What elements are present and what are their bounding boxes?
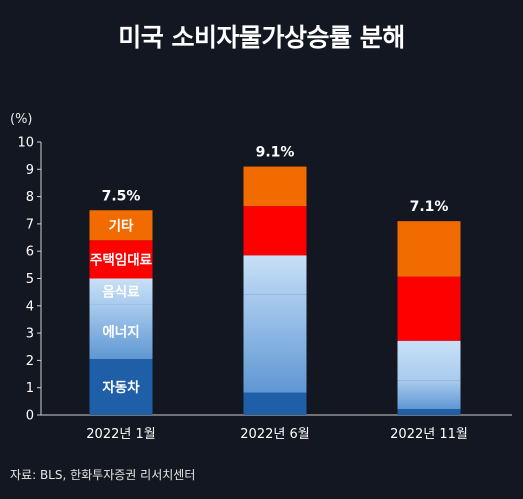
series-label: 기타 bbox=[109, 218, 134, 234]
series-label: 에너지 bbox=[102, 325, 139, 341]
bar-segment-3 bbox=[89, 278, 153, 305]
y-axis-unit-label: (%) bbox=[10, 112, 33, 127]
bar-segment-5 bbox=[243, 166, 307, 207]
bar-segment-3 bbox=[397, 340, 461, 381]
total-label: 9.1% bbox=[256, 145, 295, 161]
y-tick-label: 2 bbox=[26, 354, 34, 369]
bar-segment-1 bbox=[89, 359, 153, 415]
y-tick-label: 6 bbox=[26, 245, 34, 260]
bar-segment-5 bbox=[397, 221, 461, 277]
bar-segment-2 bbox=[243, 294, 307, 393]
y-tick-label: 5 bbox=[26, 272, 34, 287]
y-tick-label: 1 bbox=[26, 381, 34, 396]
bar-segment-3 bbox=[243, 255, 307, 295]
bar-segment-4 bbox=[89, 240, 153, 279]
series-label: 자동차 bbox=[102, 380, 140, 396]
x-category-label: 2022년 6월 bbox=[240, 427, 309, 442]
bar-segment-2 bbox=[89, 304, 153, 360]
y-tick-label: 8 bbox=[26, 190, 34, 205]
bar-segment-1 bbox=[397, 408, 461, 415]
y-tick-label: 4 bbox=[26, 299, 34, 314]
series-label: 주택임대료 bbox=[90, 251, 153, 268]
series-label: 음식료 bbox=[102, 284, 140, 300]
bar-segment-2 bbox=[397, 380, 461, 409]
y-tick-label: 9 bbox=[26, 163, 34, 178]
bar-segment-1 bbox=[243, 392, 307, 415]
y-tick-label: 3 bbox=[26, 327, 34, 342]
x-category-label: 2022년 11월 bbox=[390, 427, 468, 442]
bar-segment-5 bbox=[89, 210, 153, 241]
chart-title: 미국 소비자물가상승률 분해 bbox=[118, 23, 405, 52]
total-label: 7.1% bbox=[410, 199, 449, 215]
total-label: 7.5% bbox=[102, 188, 141, 204]
y-tick-label: 7 bbox=[26, 217, 34, 232]
bar-segment-4 bbox=[397, 276, 461, 341]
bar-segment-4 bbox=[243, 206, 307, 256]
source-note: 자료: BLS, 한화투자증권 리서치센터 bbox=[10, 468, 196, 482]
x-category-label: 2022년 1월 bbox=[86, 427, 155, 442]
y-tick-label: 0 bbox=[26, 409, 34, 424]
y-tick-label: 10 bbox=[17, 136, 34, 151]
